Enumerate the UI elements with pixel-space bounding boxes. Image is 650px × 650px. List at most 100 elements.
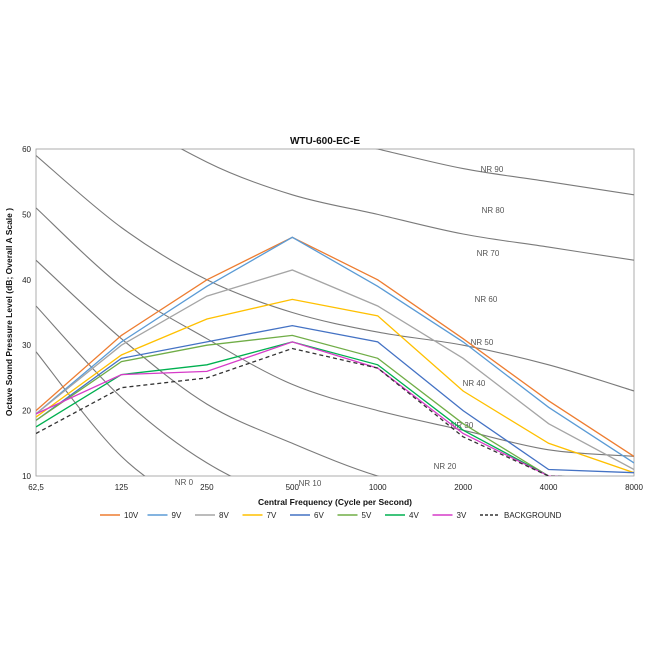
y-axis-title: Octave Sound Pressure Level (dB; Overall…: [4, 208, 14, 416]
data-point-5v-0: [35, 419, 38, 422]
nr-70-label: NR 70: [477, 249, 500, 258]
data-point-4v-2: [206, 364, 209, 367]
nr-0-label: NR 0: [175, 478, 194, 487]
legend-label-4v: 4V: [409, 511, 419, 520]
legend-label-7v: 7V: [267, 511, 277, 520]
legend-label-5v: 5V: [362, 511, 372, 520]
nr-80-curve: [36, 0, 634, 57]
data-point-10v-4: [376, 279, 379, 282]
data-point-3v-1: [120, 373, 123, 376]
nr-60-curve: [375, 149, 634, 196]
data-point-6v-1: [120, 357, 123, 360]
data-point-8v-3: [291, 269, 294, 272]
data-point-5v-5: [462, 422, 465, 425]
data-point-5v-2: [206, 344, 209, 347]
nr-50-label: NR 50: [471, 338, 494, 347]
data-point-background-4: [376, 367, 379, 370]
data-point-4v-4: [376, 364, 379, 367]
nr-80-label: NR 80: [482, 206, 505, 215]
legend: 10V 9V 8V 7V 6V 5V 4V 3V BACKGROUND: [100, 511, 562, 520]
nr-70-curve: [36, 0, 634, 123]
data-point-10v-1: [120, 334, 123, 337]
chart-title: WTU-600-EC-E: [290, 136, 360, 147]
nr-40-label: NR 40: [463, 379, 486, 388]
data-point-9v-2: [206, 285, 209, 288]
data-point-5v-3: [291, 334, 294, 337]
series-line-6v: [36, 324, 634, 474]
data-point-9v-4: [376, 285, 379, 288]
series-line-3v: [36, 341, 566, 476]
data-point-8v-1: [120, 344, 123, 347]
data-point-9v-6: [547, 406, 550, 409]
data-point-7v-3: [291, 298, 294, 301]
data-point-8v-2: [206, 295, 209, 298]
data-point-3v-5: [462, 432, 465, 435]
data-point-5v-4: [376, 357, 379, 360]
series-line-8v: [36, 269, 634, 471]
data-point-7v-6: [547, 442, 550, 445]
legend-label-8v: 8V: [219, 511, 229, 520]
data-point-background-5: [462, 435, 465, 438]
y-tick-label: 40: [22, 276, 31, 285]
data-point-8v-7: [633, 468, 636, 471]
data-point-4v-0: [35, 426, 38, 429]
legend-label-6v: 6V: [314, 511, 324, 520]
data-point-7v-5: [462, 390, 465, 393]
data-point-3v-3: [291, 341, 294, 344]
x-tick-label: 8000: [625, 483, 643, 492]
data-point-10v-5: [462, 337, 465, 340]
data-point-7v-2: [206, 318, 209, 321]
data-point-5v-1: [120, 360, 123, 363]
data-point-3v-0: [35, 413, 38, 416]
data-point-3v-2: [206, 370, 209, 373]
series-line-10v: [36, 236, 634, 457]
data-point-10v-7: [633, 455, 636, 458]
data-point-8v-5: [462, 357, 465, 360]
y-tick-label: 50: [22, 210, 31, 219]
y-tick-label: 30: [22, 341, 31, 350]
data-point-6v-2: [206, 341, 209, 344]
data-point-9v-5: [462, 341, 465, 344]
data-point-7v-1: [120, 354, 123, 357]
x-tick-label: 62,5: [28, 483, 44, 492]
y-tick-label: 20: [22, 407, 31, 416]
legend-label-background: BACKGROUND: [504, 511, 562, 520]
data-point-10v-6: [547, 399, 550, 402]
series-line-background: [36, 347, 566, 476]
nr-50-curve: [180, 149, 634, 261]
nr-30-curve: [36, 207, 634, 457]
x-tick-label: 250: [200, 483, 214, 492]
plot-frame: [35, 148, 635, 477]
y-tick-label: 10: [22, 472, 31, 481]
data-point-4v-5: [462, 429, 465, 432]
legend-label-10v: 10V: [124, 511, 139, 520]
data-point-6v-5: [462, 409, 465, 412]
nr-40-curve: [36, 155, 634, 392]
legend-label-3v: 3V: [457, 511, 467, 520]
data-point-background-6: [547, 475, 550, 478]
series-line-5v: [36, 334, 566, 476]
series-line-7v: [36, 298, 634, 474]
x-tick-label: 2000: [454, 483, 472, 492]
data-point-9v-3: [291, 236, 294, 239]
y-tick-label: 60: [22, 145, 31, 154]
data-point-8v-4: [376, 305, 379, 308]
plot-area: NR 90 NR 80 NR 70 NR 60 NR 50 NR 40 NR 30 NR 20…: [22, 0, 643, 492]
data-point-10v-2: [206, 279, 209, 282]
data-point-10v-0: [35, 409, 38, 412]
data-point-background-2: [206, 377, 209, 380]
nr-10-label: NR 10: [299, 479, 322, 488]
data-point-7v-4: [376, 314, 379, 317]
legend-label-9v: 9V: [172, 511, 182, 520]
data-point-background-0: [35, 432, 38, 435]
data-point-6v-6: [547, 468, 550, 471]
data-point-8v-6: [547, 422, 550, 425]
data-point-6v-3: [291, 324, 294, 327]
nr-0-curve: [36, 351, 146, 476]
nr-60-label: NR 60: [475, 295, 498, 304]
data-point-6v-4: [376, 341, 379, 344]
x-tick-label: 125: [115, 483, 129, 492]
nr-30-label: NR 30: [451, 421, 474, 430]
